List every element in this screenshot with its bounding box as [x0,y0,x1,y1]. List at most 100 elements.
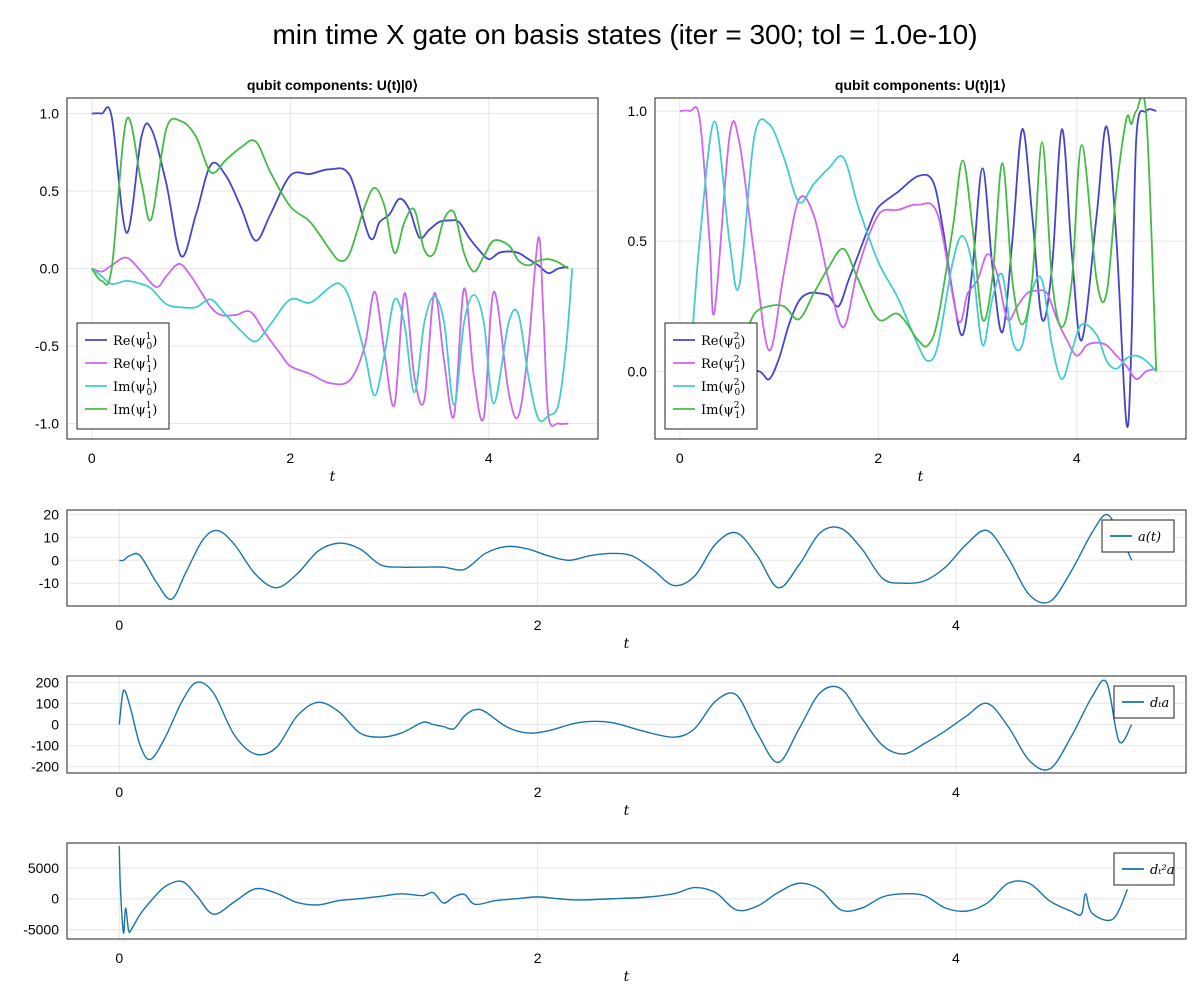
ytick-label: -10 [39,575,59,591]
x-axis-label: t [918,469,924,485]
panel-psi0: 0 2 4 -1.0 -0.5 0.0 0.5 1.0 t qubit components: U… [35,77,599,485]
legend-label-base: Re(ψ [701,334,734,349]
legend-label-sup: 1 [146,401,152,411]
panel-da-series [118,679,1133,771]
series-line-psi0-0 [91,106,569,275]
legend-label-sub: 0 [734,388,740,398]
legend-label: Re(ψ1 0) [113,332,157,352]
ytick-label: 20 [43,507,59,523]
legend-label: Re(ψ2 1) [701,355,745,375]
xtick-label: 0 [88,450,96,466]
panel-da-grid [67,676,1186,773]
ytick-label: 0.0 [40,261,60,277]
legend-label: dₜ²a [1150,863,1175,878]
legend-label-sub: 1 [146,365,152,375]
legend-label-sup: 1 [146,332,152,342]
legend-label-sup: 2 [734,401,740,411]
legend-label-sub: 1 [146,411,152,421]
panel-psi0-series [91,106,574,427]
x-axis-label: t [624,969,630,985]
xtick-label: 2 [534,784,542,800]
legend-label: Re(ψ1 1) [113,355,157,375]
ytick-label: -0.5 [35,338,59,354]
legend-label-close: ) [152,334,157,349]
legend-label-sup: 2 [734,378,740,388]
x-axis-label: t [624,803,630,819]
legend-label-close: ) [740,357,745,372]
ytick-label: 0.0 [628,363,648,379]
panel-a-grid [67,510,1186,606]
legend-label-sup: 2 [734,332,740,342]
legend-label-close: ) [740,403,745,418]
ytick-label: 0.5 [40,183,60,199]
xtick-label: 4 [485,450,493,466]
legend-label-base: Re(ψ [113,334,146,349]
legend-label-sub: 0 [146,388,152,398]
legend-label-base: Im(ψ [701,380,734,395]
panel-a-series [119,513,1133,604]
panel-d2a: 0 2 4 -5000 0 5000 t dₜ²a [23,842,1187,985]
ytick-label: 100 [36,695,60,711]
legend-label: Im(ψ1 1) [113,401,157,421]
legend-label-sub: 0 [734,342,740,352]
legend-label-close: ) [152,403,157,418]
panel-da: 0 2 4 -200 -100 0 100 200 t dₜa [31,674,1187,819]
legend-label: Im(ψ2 1) [701,401,745,421]
legend-label-base: Im(ψ [113,403,146,418]
series-line-psi1-0 [679,108,1157,428]
xtick-label: 0 [115,617,123,633]
panel-psi1-frame [654,97,1187,440]
legend-label-base: Im(ψ [113,380,146,395]
ytick-label: 0 [51,891,59,907]
legend-d2a: dₜ²a [1113,852,1175,886]
ytick-label: -1.0 [35,416,59,432]
ytick-label: -200 [31,759,59,775]
ytick-label: 5000 [28,860,59,876]
xtick-label: 4 [1073,450,1081,466]
series-line-d2a-0 [118,846,1129,934]
xtick-label: 0 [115,950,123,966]
legend-label-sup: 1 [146,355,152,365]
legend-label-close: ) [152,380,157,395]
legend-psi0: Re(ψ1 0)Re(ψ1 1)Im(ψ1 0)Im(ψ1 1) [76,322,170,430]
panel-d2a-frame [66,842,1187,940]
ytick-label: 1.0 [40,106,60,122]
xtick-label: 2 [534,617,542,633]
legend-label-base: Re(ψ [701,357,734,372]
legend-label-sub: 0 [146,342,152,352]
series-line-psi0-3 [91,116,569,286]
xtick-label: 2 [534,950,542,966]
legend-label-close: ) [740,334,745,349]
xtick-label: 4 [952,950,960,966]
panel-title: qubit components: U(t)|1⟩ [835,77,1006,93]
series-line-psi0-1 [91,236,569,427]
xtick-label: 2 [874,450,882,466]
ytick-label: 0 [51,552,59,568]
series-line-psi1-3 [679,98,1158,373]
series-line-psi1-1 [679,106,1157,381]
ytick-label: 0.5 [628,233,648,249]
panel-da-frame [66,675,1187,774]
legend-label-base: Re(ψ [113,357,146,372]
figure-title: min time X gate on basis states (iter = … [272,19,977,50]
ytick-label: -5000 [23,922,59,938]
legend-psi1: Re(ψ2 0)Re(ψ2 1)Im(ψ2 0)Im(ψ2 1) [664,322,758,430]
legend-label-sub: 1 [734,365,740,375]
x-axis-label: t [624,636,630,652]
legend-a: a(t) [1101,519,1175,553]
xtick-label: 0 [115,784,123,800]
legend-label: Im(ψ1 0) [113,378,157,398]
legend-label: Im(ψ2 0) [701,378,745,398]
panel-d2a-grid [67,843,1186,939]
legend-label: Re(ψ2 0) [701,332,745,352]
xtick-label: 0 [676,450,684,466]
legend-da: dₜa [1113,685,1175,719]
legend-label-close: ) [152,357,157,372]
series-line-psi0-2 [91,267,574,423]
legend-label-base: Im(ψ [701,403,734,418]
panel-d2a-series [118,846,1129,934]
ytick-label: 10 [43,529,59,545]
